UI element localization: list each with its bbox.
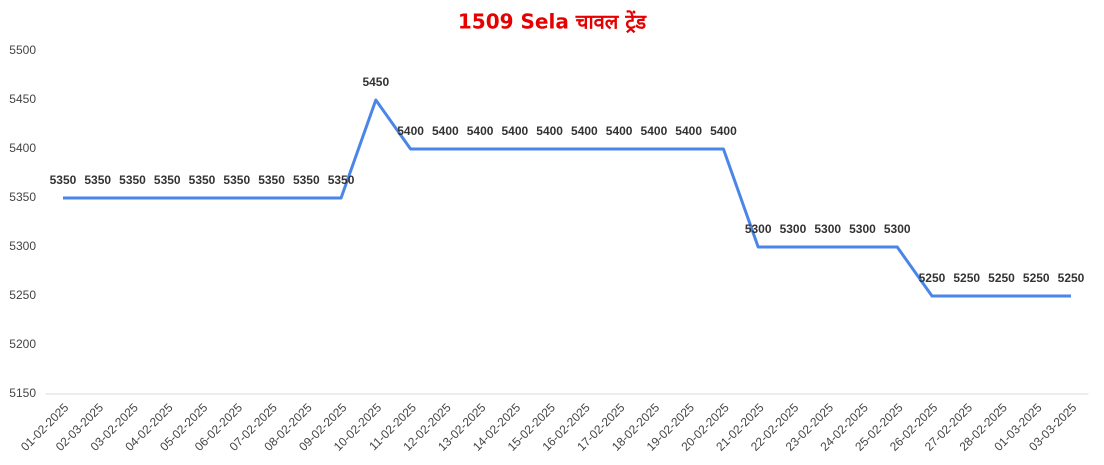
data-label: 5350 <box>293 173 320 187</box>
y-tick-label: 5450 <box>9 92 36 106</box>
data-label: 5400 <box>536 124 563 138</box>
y-tick-label: 5250 <box>9 288 36 302</box>
data-label: 5350 <box>223 173 250 187</box>
y-tick-label: 5300 <box>9 239 36 253</box>
y-tick-label: 5350 <box>9 190 36 204</box>
data-label: 5350 <box>328 173 355 187</box>
data-label: 5250 <box>988 271 1015 285</box>
y-tick-label: 5400 <box>9 141 36 155</box>
data-label: 5300 <box>745 222 772 236</box>
data-label: 5300 <box>814 222 841 236</box>
chart-title: 1509 Sela चावल ट्रेंड <box>458 10 648 34</box>
data-label: 5300 <box>849 222 876 236</box>
data-label: 5400 <box>571 124 598 138</box>
data-label: 5300 <box>780 222 807 236</box>
data-label: 5250 <box>919 271 946 285</box>
data-label: 5400 <box>606 124 633 138</box>
data-label: 5400 <box>397 124 424 138</box>
data-label: 5450 <box>362 75 389 89</box>
data-label: 5400 <box>641 124 668 138</box>
data-label: 5350 <box>84 173 111 187</box>
data-label: 5250 <box>1058 271 1085 285</box>
data-label: 5400 <box>432 124 459 138</box>
data-label: 5300 <box>884 222 911 236</box>
y-tick-label: 5150 <box>9 386 36 400</box>
data-label: 5400 <box>675 124 702 138</box>
data-label: 5250 <box>953 271 980 285</box>
data-label: 5250 <box>1023 271 1050 285</box>
data-label: 5400 <box>467 124 494 138</box>
data-label: 5350 <box>119 173 146 187</box>
y-tick-label: 5200 <box>9 337 36 351</box>
data-label: 5350 <box>189 173 216 187</box>
data-label: 5350 <box>258 173 285 187</box>
y-tick-label: 5500 <box>9 43 36 57</box>
data-label: 5400 <box>710 124 737 138</box>
data-label: 5350 <box>154 173 181 187</box>
line <box>62 98 1072 298</box>
data-label: 5350 <box>50 173 77 187</box>
data-label: 5400 <box>502 124 529 138</box>
